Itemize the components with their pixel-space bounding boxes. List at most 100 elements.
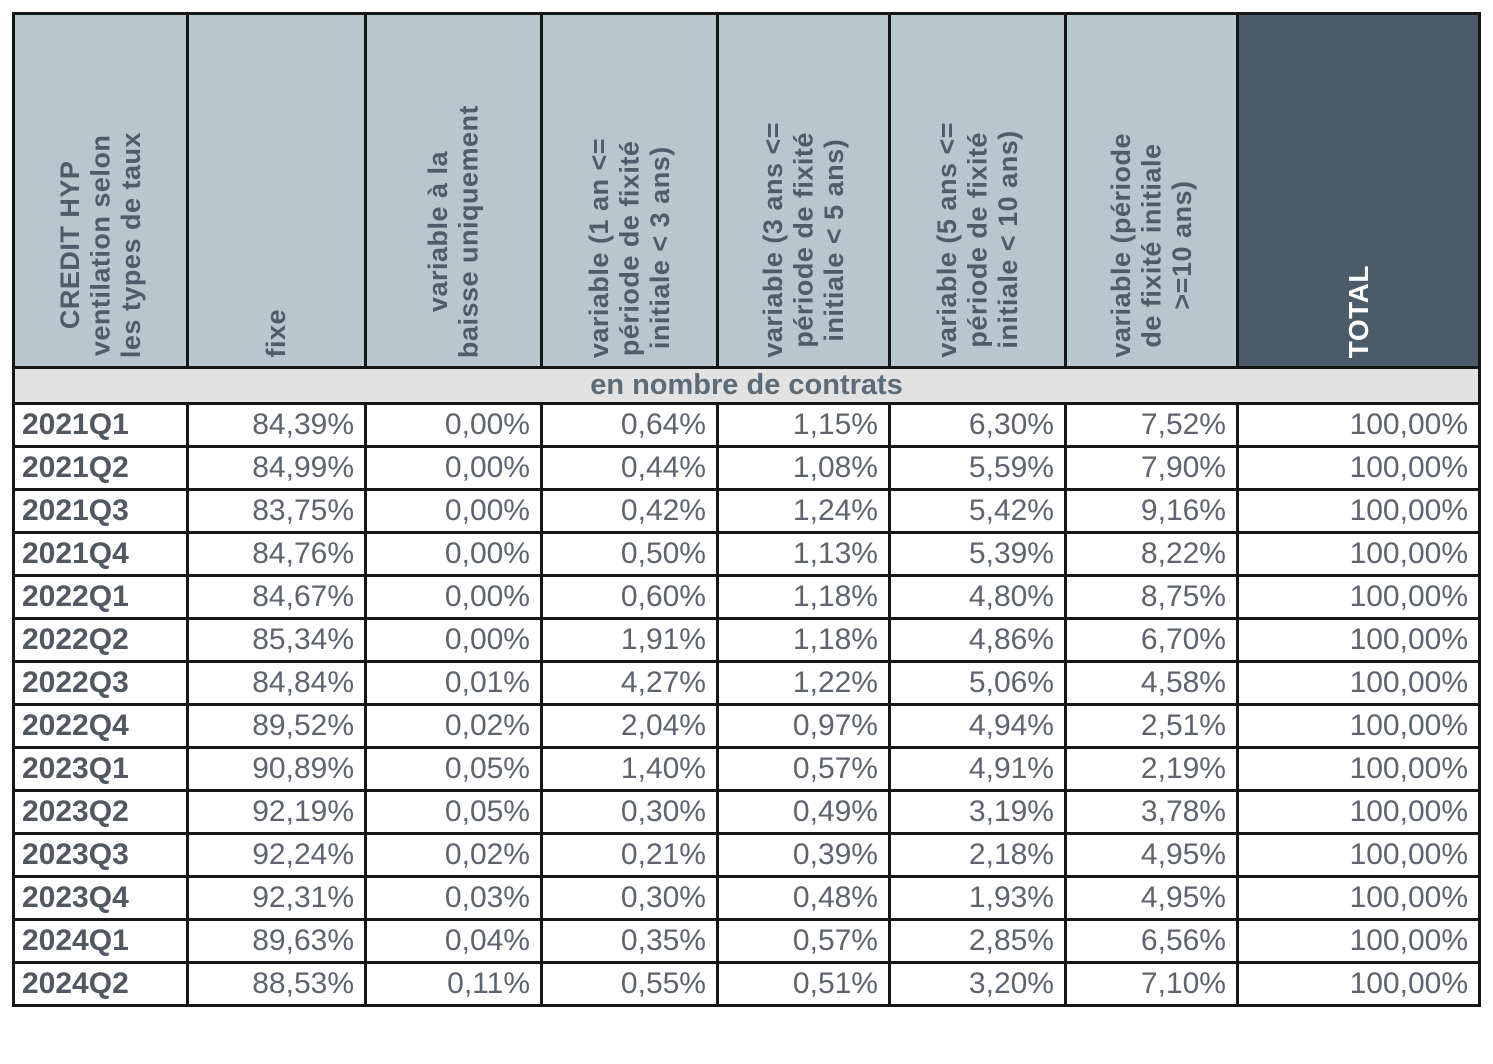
table-row: 2022Q4 89,52% 0,02% 2,04% 0,97% 4,94% 2,… [12, 703, 1481, 749]
value-cell: 100,00% [1236, 832, 1481, 878]
value-cell: 100,00% [1236, 875, 1481, 921]
column-header-label: variable à la baisse uniquement [423, 104, 484, 358]
value-cell: 0,11% [364, 961, 543, 1007]
value-cell: 7,90% [1064, 445, 1239, 491]
header-cell-variable-1-3: variable (1 an <= période de fixité init… [540, 12, 719, 369]
value-cell: 84,67% [186, 574, 367, 620]
value-cell: 4,27% [540, 660, 719, 706]
value-cell: 84,84% [186, 660, 367, 706]
value-cell: 2,04% [540, 703, 719, 749]
row-label: 2023Q4 [12, 875, 189, 921]
value-cell: 100,00% [1236, 531, 1481, 577]
table-row: 2021Q2 84,99% 0,00% 0,44% 1,08% 5,59% 7,… [12, 445, 1481, 491]
value-cell: 0,60% [540, 574, 719, 620]
value-cell: 1,22% [716, 660, 891, 706]
value-cell: 1,91% [540, 617, 719, 663]
row-label: 2021Q4 [12, 531, 189, 577]
value-cell: 1,93% [888, 875, 1067, 921]
value-cell: 100,00% [1236, 703, 1481, 749]
table-row: 2021Q4 84,76% 0,00% 0,50% 1,13% 5,39% 8,… [12, 531, 1481, 577]
value-cell: 2,85% [888, 918, 1067, 964]
column-header-label: TOTAL [1342, 264, 1374, 358]
value-cell: 0,00% [364, 445, 543, 491]
subheader-band: en nombre de contrats [12, 366, 1481, 405]
value-cell: 0,49% [716, 789, 891, 835]
value-cell: 5,59% [888, 445, 1067, 491]
value-cell: 100,00% [1236, 488, 1481, 534]
value-cell: 3,20% [888, 961, 1067, 1007]
value-cell: 0,03% [364, 875, 543, 921]
value-cell: 100,00% [1236, 617, 1481, 663]
value-cell: 92,31% [186, 875, 367, 921]
value-cell: 100,00% [1236, 918, 1481, 964]
value-cell: 0,44% [540, 445, 719, 491]
value-cell: 0,02% [364, 703, 543, 749]
value-cell: 0,35% [540, 918, 719, 964]
value-cell: 0,00% [364, 488, 543, 534]
header-cell-variable-5-10: variable (5 ans <= période de fixité ini… [888, 12, 1067, 369]
value-cell: 100,00% [1236, 402, 1481, 448]
value-cell: 1,08% [716, 445, 891, 491]
value-cell: 5,06% [888, 660, 1067, 706]
value-cell: 4,94% [888, 703, 1067, 749]
table-title: CREDIT HYP ventilation selon les types d… [54, 131, 146, 358]
value-cell: 0,42% [540, 488, 719, 534]
value-cell: 0,50% [540, 531, 719, 577]
value-cell: 2,19% [1064, 746, 1239, 792]
column-header-label: variable (3 ans <= période de fixité ini… [757, 122, 849, 358]
value-cell: 1,18% [716, 617, 891, 663]
value-cell: 1,15% [716, 402, 891, 448]
value-cell: 100,00% [1236, 789, 1481, 835]
value-cell: 0,02% [364, 832, 543, 878]
value-cell: 5,42% [888, 488, 1067, 534]
value-cell: 89,52% [186, 703, 367, 749]
value-cell: 4,80% [888, 574, 1067, 620]
value-cell: 84,39% [186, 402, 367, 448]
value-cell: 1,24% [716, 488, 891, 534]
value-cell: 89,63% [186, 918, 367, 964]
value-cell: 100,00% [1236, 574, 1481, 620]
value-cell: 0,57% [716, 746, 891, 792]
header-cell-title: CREDIT HYP ventilation selon les types d… [12, 12, 189, 369]
header-cell-variable-ge10: variable (période de fixité initiale >=1… [1064, 12, 1239, 369]
row-label: 2023Q1 [12, 746, 189, 792]
table-row: 2022Q1 84,67% 0,00% 0,60% 1,18% 4,80% 8,… [12, 574, 1481, 620]
value-cell: 8,75% [1064, 574, 1239, 620]
value-cell: 7,52% [1064, 402, 1239, 448]
row-label: 2024Q2 [12, 961, 189, 1007]
value-cell: 100,00% [1236, 445, 1481, 491]
row-label: 2021Q1 [12, 402, 189, 448]
value-cell: 92,24% [186, 832, 367, 878]
credit-hyp-rate-type-table: CREDIT HYP ventilation selon les types d… [12, 12, 1481, 1007]
row-label: 2022Q2 [12, 617, 189, 663]
value-cell: 0,00% [364, 402, 543, 448]
table-row: 2024Q1 89,63% 0,04% 0,35% 0,57% 2,85% 6,… [12, 918, 1481, 964]
header-cell-variable-3-5: variable (3 ans <= période de fixité ini… [716, 12, 891, 369]
row-label: 2022Q4 [12, 703, 189, 749]
value-cell: 100,00% [1236, 660, 1481, 706]
value-cell: 90,89% [186, 746, 367, 792]
subheader-row: en nombre de contrats [12, 366, 1481, 405]
column-header-label: variable (1 an <= période de fixité init… [583, 137, 675, 358]
table-row: 2022Q3 84,84% 0,01% 4,27% 1,22% 5,06% 4,… [12, 660, 1481, 706]
value-cell: 0,55% [540, 961, 719, 1007]
value-cell: 0,39% [716, 832, 891, 878]
value-cell: 4,95% [1064, 875, 1239, 921]
value-cell: 4,95% [1064, 832, 1239, 878]
header-row: CREDIT HYP ventilation selon les types d… [12, 12, 1481, 369]
value-cell: 100,00% [1236, 961, 1481, 1007]
header-cell-variable-baisse: variable à la baisse uniquement [364, 12, 543, 369]
table-row: 2024Q2 88,53% 0,11% 0,55% 0,51% 3,20% 7,… [12, 961, 1481, 1007]
value-cell: 9,16% [1064, 488, 1239, 534]
value-cell: 0,21% [540, 832, 719, 878]
value-cell: 0,30% [540, 875, 719, 921]
value-cell: 84,76% [186, 531, 367, 577]
value-cell: 4,86% [888, 617, 1067, 663]
row-label: 2022Q3 [12, 660, 189, 706]
value-cell: 0,51% [716, 961, 891, 1007]
value-cell: 2,51% [1064, 703, 1239, 749]
value-cell: 4,58% [1064, 660, 1239, 706]
value-cell: 0,57% [716, 918, 891, 964]
row-label: 2021Q3 [12, 488, 189, 534]
value-cell: 0,48% [716, 875, 891, 921]
